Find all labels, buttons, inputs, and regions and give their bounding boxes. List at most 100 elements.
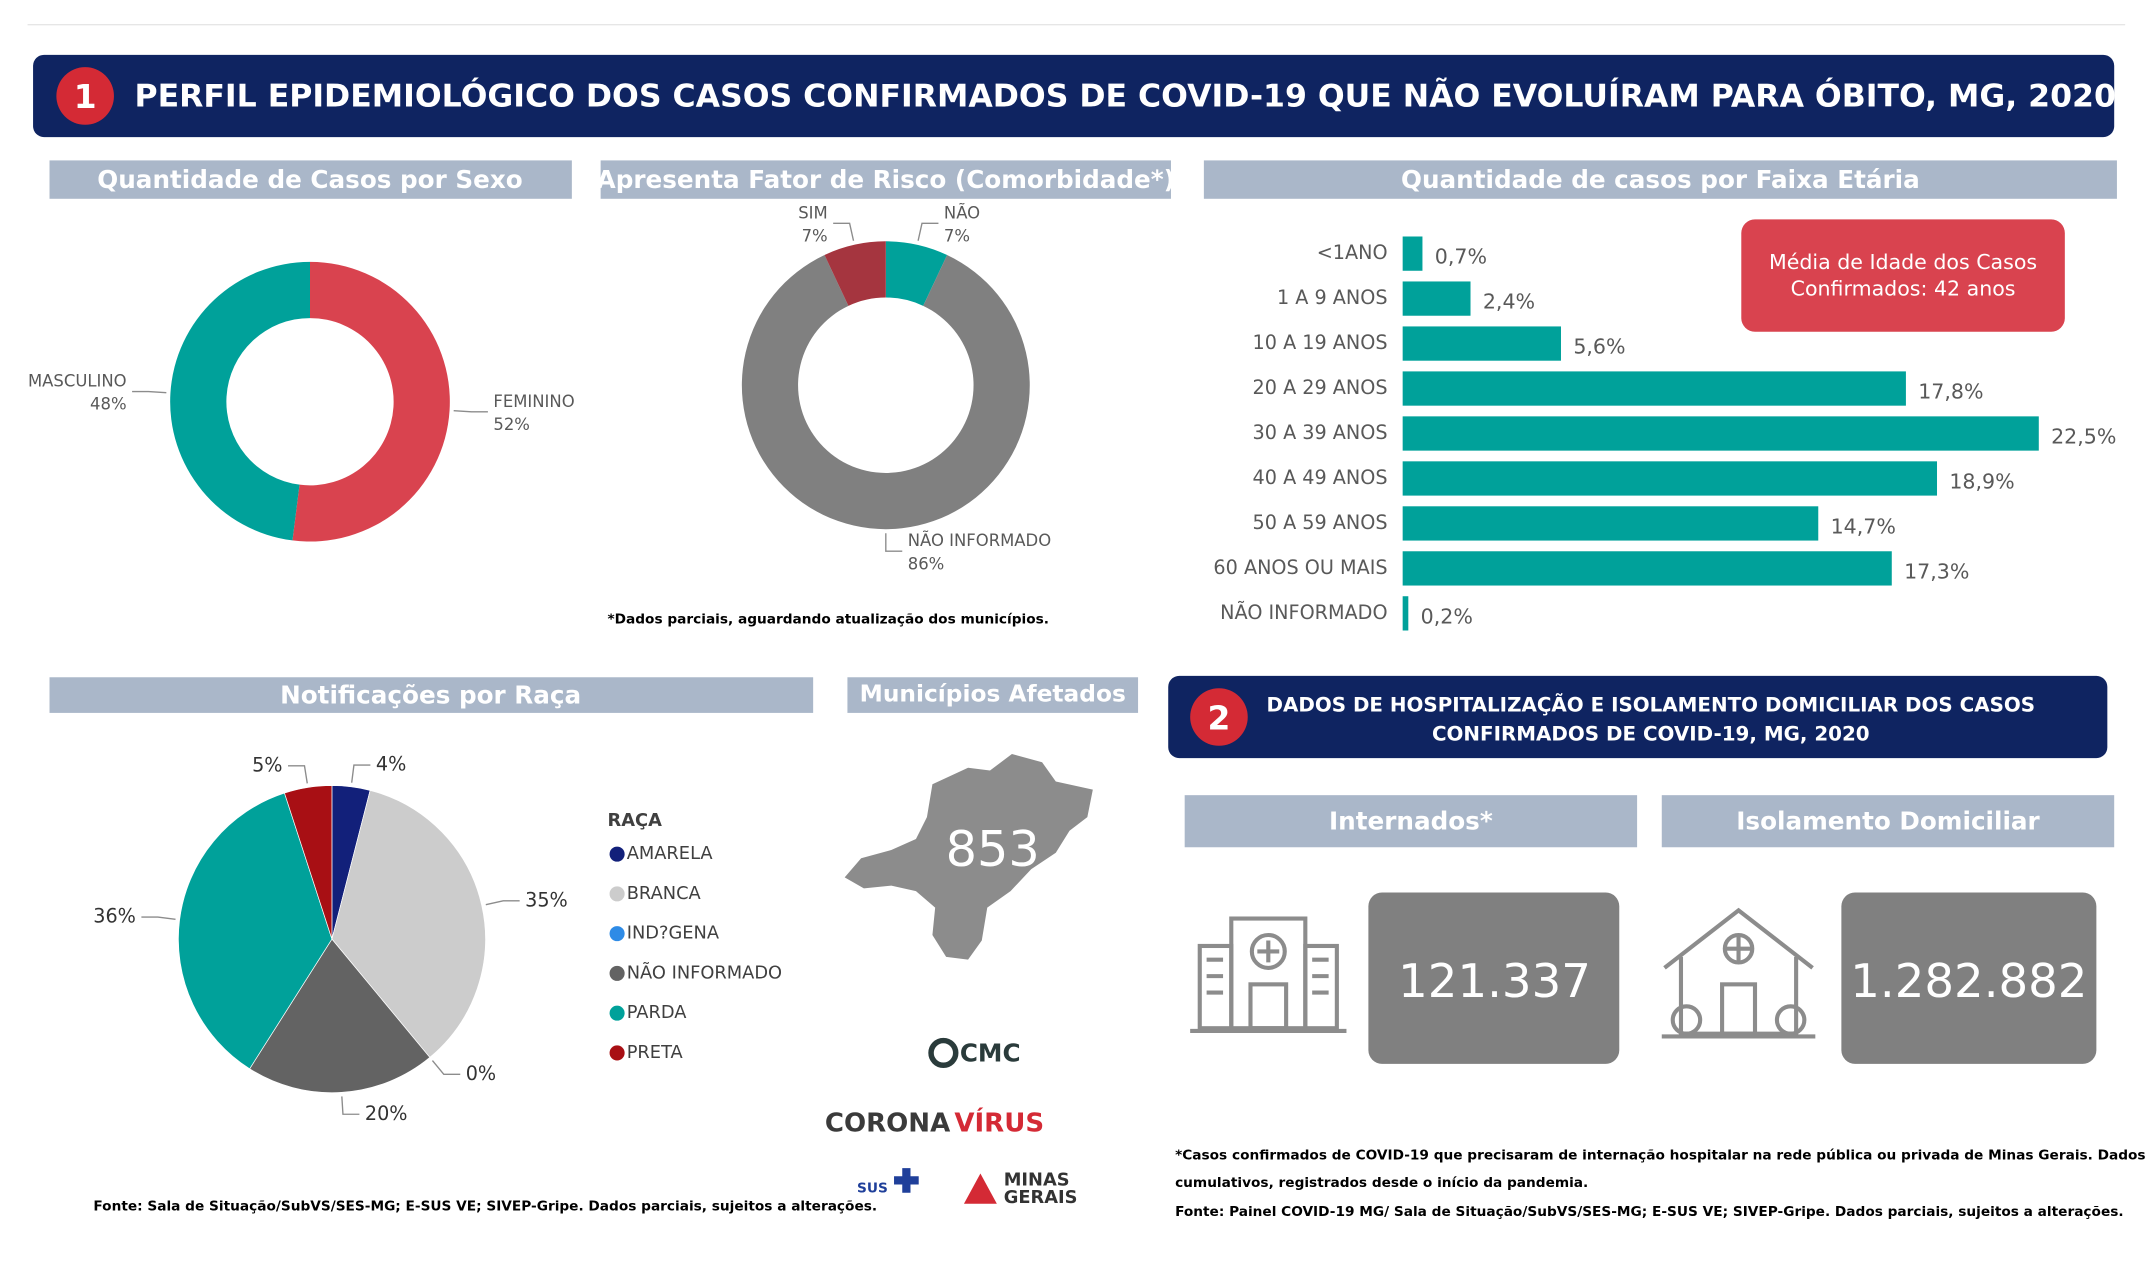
legend-swatch <box>609 926 625 942</box>
annotation-box <box>1741 219 2065 332</box>
leader-line <box>141 916 176 921</box>
leader-line <box>288 765 308 784</box>
legend-label: IND?GENA <box>627 923 720 944</box>
logo-corona: CORONA <box>825 1109 951 1139</box>
slice-value: 86% <box>908 554 945 573</box>
panel-heading <box>49 677 814 713</box>
legend-label: PRETA <box>627 1042 684 1063</box>
logo-cmc: CMC <box>960 1038 1021 1067</box>
panel-title: Quantidade de Casos por Sexo <box>97 165 522 194</box>
leader-line <box>132 390 167 394</box>
slice-value: 7% <box>944 227 970 246</box>
bar <box>1402 281 1471 316</box>
category-label: 10 A 19 ANOS <box>1253 331 1388 354</box>
slice <box>178 792 333 1070</box>
kpi-label: Isolamento Domiciliar <box>1736 807 2040 836</box>
category-label: <1ANO <box>1317 241 1388 264</box>
panel-heading <box>49 160 572 199</box>
leader-line <box>431 1060 461 1076</box>
kpi-box <box>1841 892 2097 1064</box>
leader-line <box>453 410 488 413</box>
bar <box>1402 326 1561 361</box>
section-title: CONFIRMADOS DE COVID-19, MG, 2020 <box>1432 722 1870 745</box>
logo-triangle <box>963 1173 997 1204</box>
section-badge <box>1190 688 1248 746</box>
footnote: cumulativos, registrados desde o início … <box>1175 1175 1588 1191</box>
footnote: *Casos confirmados de COVID-19 que preci… <box>1175 1148 2146 1164</box>
legend-swatch <box>609 846 625 862</box>
header-number: 1 <box>74 77 97 116</box>
leader-line <box>485 900 520 906</box>
header-title: PERFIL EPIDEMIOLÓGICO DOS CASOS CONFIRMA… <box>135 75 2116 114</box>
panel-heading <box>847 677 1139 713</box>
logo-virus: VÍRUS <box>954 1107 1044 1139</box>
value-label: 0,7% <box>1435 245 1487 269</box>
panel-title: Apresenta Fator de Risco (Comorbidade*) <box>597 165 1175 194</box>
slice <box>741 254 1030 530</box>
logo-sus: SUS <box>857 1181 888 1197</box>
legend-title: RAÇA <box>608 810 663 831</box>
municipios-value: 853 <box>946 820 1040 878</box>
slice <box>249 938 431 1093</box>
footnote: Fonte: Painel COVID-19 MG/ Sala de Situa… <box>1175 1204 2124 1220</box>
bar <box>1402 416 2039 451</box>
value-label: 17,3% <box>1904 560 1969 584</box>
note: *Dados parciais, aguardando atualização … <box>608 612 1049 628</box>
kpi-heading <box>1661 795 2115 848</box>
kpi-value: 1.282.882 <box>1850 954 2087 1008</box>
value-label: 22,5% <box>2051 425 2116 449</box>
annotation: Confirmados: 42 anos <box>1791 276 2016 300</box>
slice <box>292 261 450 542</box>
kpi-heading <box>1184 795 1638 848</box>
kpi-box <box>1368 892 1620 1064</box>
section-number: 2 <box>1208 698 1231 737</box>
bar <box>1402 551 1892 586</box>
slice-value: 35% <box>525 888 568 911</box>
slice <box>885 241 948 306</box>
slice-label: SIM <box>798 203 827 222</box>
legend-label: AMARELA <box>627 843 714 864</box>
kpi-value: 121.337 <box>1398 954 1591 1008</box>
house-icon <box>1661 907 1816 1039</box>
slice-value: 52% <box>493 415 530 434</box>
section-title: DADOS DE HOSPITALIZAÇÃO E ISOLAMENTO DOM… <box>1267 693 2036 717</box>
value-label: 2,4% <box>1483 290 1535 314</box>
leader-line <box>885 533 903 552</box>
value-label: 14,7% <box>1831 515 1896 539</box>
bar <box>1402 596 1409 631</box>
value-label: 17,8% <box>1918 380 1983 404</box>
bar <box>1402 236 1423 271</box>
slice <box>824 241 886 306</box>
map-mg <box>844 754 1093 960</box>
slice-value: 36% <box>93 905 136 928</box>
panel-heading <box>1203 160 2117 199</box>
panel-title: Notificações por Raça <box>280 680 581 709</box>
panel-heading <box>600 160 1171 199</box>
logo-mark <box>928 1037 959 1068</box>
leader-line <box>341 1096 360 1115</box>
category-label: NÃO INFORMADO <box>1220 601 1387 624</box>
legend-label: PARDA <box>627 1002 688 1023</box>
category-label: 40 A 49 ANOS <box>1253 466 1388 489</box>
bar <box>1402 461 1938 496</box>
category-label: 1 A 9 ANOS <box>1277 286 1388 309</box>
legend-swatch <box>609 886 625 902</box>
legend-swatch <box>609 965 625 981</box>
hospital-icon <box>1190 916 1347 1034</box>
annotation: Média de Idade dos Casos <box>1769 250 2037 274</box>
leader-line <box>351 764 371 783</box>
panel-title: Quantidade de casos por Faixa Etária <box>1401 165 1920 194</box>
slice-value: 7% <box>802 227 828 246</box>
slice-label: FEMININO <box>493 392 574 411</box>
header-bar <box>33 54 2115 138</box>
value-label: 5,6% <box>1573 335 1625 359</box>
slice-value: 20% <box>365 1102 408 1125</box>
category-label: 50 A 59 ANOS <box>1253 511 1388 534</box>
legend-swatch <box>609 1005 625 1021</box>
header-badge <box>56 67 114 125</box>
leader-line <box>833 222 855 241</box>
legend-label: NÃO INFORMADO <box>627 961 782 983</box>
logo-minas: MINAS <box>1004 1169 1070 1190</box>
value-label: 0,2% <box>1421 604 1473 628</box>
